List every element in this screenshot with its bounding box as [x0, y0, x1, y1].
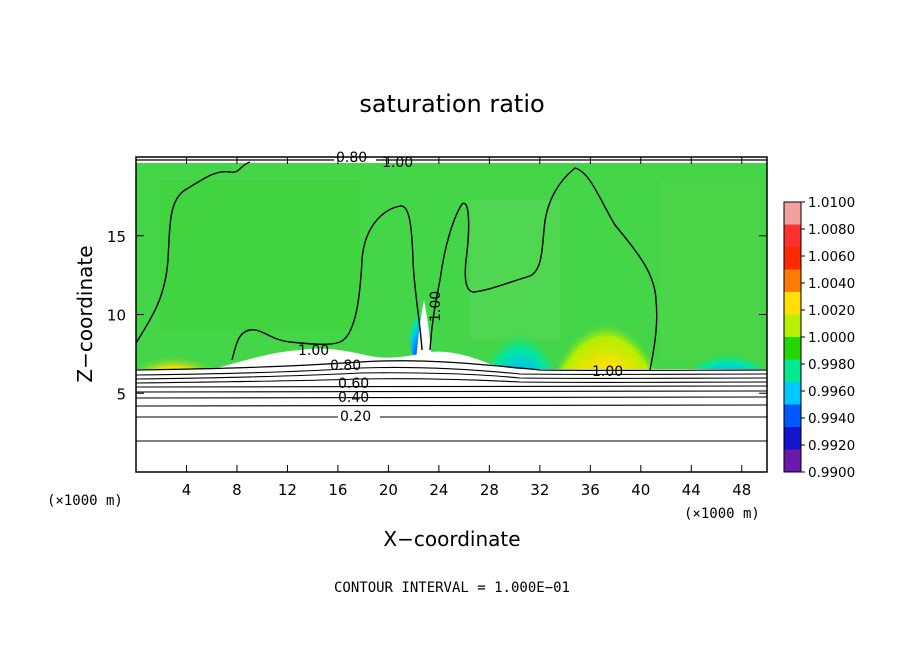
x-tick-label: 4: [182, 481, 192, 499]
x-tick-label: 48: [732, 481, 751, 499]
contour-070: [136, 378, 767, 384]
contour-040: [136, 396, 767, 399]
x-unit-left: (×1000 m): [47, 493, 123, 509]
contour-label-bg: [338, 408, 380, 422]
contour-100-left: [136, 161, 251, 344]
colorbar: 1.0100 1.0080 1.0060 1.0040 1.0020 1.0000 0.99…: [783, 195, 855, 481]
y-axis-label: Z−coordinate: [73, 245, 97, 382]
contour-layer-1: [136, 360, 767, 372]
lower-layer: [136, 369, 767, 472]
contour-layer-2: [136, 366, 767, 376]
x-tick-label: 16: [328, 481, 347, 499]
colorbar-swatch: [784, 359, 801, 383]
contour-100-mid: [231, 205, 423, 361]
x-tick-label: 32: [530, 481, 549, 499]
contour-label: 1.00: [382, 155, 413, 171]
x-tick-label: 8: [232, 481, 242, 499]
colorbar-tick-label: 1.0020: [808, 303, 855, 319]
contour-label: 0.60: [338, 376, 369, 392]
x-tick-label: 24: [429, 481, 448, 499]
colorbar-tick-label: 0.9980: [808, 357, 855, 373]
contour-050: [136, 390, 767, 393]
contour-label: 0.80: [336, 150, 367, 166]
x-tick-label: 44: [682, 481, 701, 499]
colorbar-tick-label: 0.9940: [808, 411, 855, 427]
field-patch: [660, 180, 760, 360]
colorbar-swatch: [784, 224, 801, 248]
colorbar-swatch: [784, 247, 801, 270]
colorbar-swatch: [784, 337, 801, 360]
x-axis-label: X−coordinate: [383, 527, 520, 551]
colorbar-swatch: [784, 449, 801, 473]
contour-label: 1.00: [592, 364, 623, 380]
y-axis: 5 10 15: [107, 228, 767, 403]
field-patch: [160, 180, 360, 330]
x-tick-label: 40: [631, 481, 650, 499]
colorbar-tick-label: 1.0060: [808, 249, 855, 265]
x-tick-label: 36: [581, 481, 600, 499]
contour-interval-note: CONTOUR INTERVAL = 1.000E−01: [334, 580, 570, 596]
contour-080: [136, 372, 767, 380]
contour-060: [136, 385, 767, 388]
chart-title: saturation ratio: [359, 90, 544, 118]
colorbar-tick-label: 1.0080: [808, 222, 855, 238]
y-tick-label: 5: [116, 385, 126, 403]
colorbar-tick-label: 1.0000: [808, 330, 855, 346]
colorbar-swatch: [784, 202, 801, 225]
colorbar-swatch: [784, 314, 801, 338]
contour-label: 0.80: [330, 358, 361, 374]
colorbar-tick-label: 0.9920: [808, 438, 855, 454]
colorbar-swatch: [784, 427, 801, 450]
contour-100-column: [429, 167, 658, 371]
colorbar-swatch: [784, 292, 801, 315]
cloud-column-white: [416, 300, 432, 360]
x-tick-label: 28: [480, 481, 499, 499]
colorbar-swatch: [784, 382, 801, 405]
colorbar-swatch: [784, 404, 801, 428]
colorbar-tick-label: 0.9900: [808, 465, 855, 481]
y-tick-label: 15: [107, 228, 126, 246]
contour-label: 0.20: [340, 409, 371, 425]
x-axis: 4 8 12 16 20 24 28 32 36 40 44 48: [182, 157, 751, 499]
y-tick-label: 10: [107, 307, 126, 325]
contour-label: 1.00: [298, 343, 329, 359]
contour-label: 1.00: [428, 291, 444, 322]
x-tick-label: 20: [379, 481, 398, 499]
colorbar-tick-label: 1.0100: [808, 195, 855, 211]
heatmap-field: [136, 157, 767, 472]
x-tick-label: 12: [278, 481, 297, 499]
colorbar-tick-label: 0.9960: [808, 384, 855, 400]
colorbar-tick-label: 1.0040: [808, 276, 855, 292]
contour-030: [136, 404, 767, 407]
contour-label: 0.40: [338, 390, 369, 406]
colorbar-swatch: [784, 269, 801, 293]
contour-labels: 0.80 1.00 1.00 1.00 0.80 0.60 0.40 0.20 …: [298, 150, 623, 425]
x-unit-right: (×1000 m): [684, 506, 760, 522]
